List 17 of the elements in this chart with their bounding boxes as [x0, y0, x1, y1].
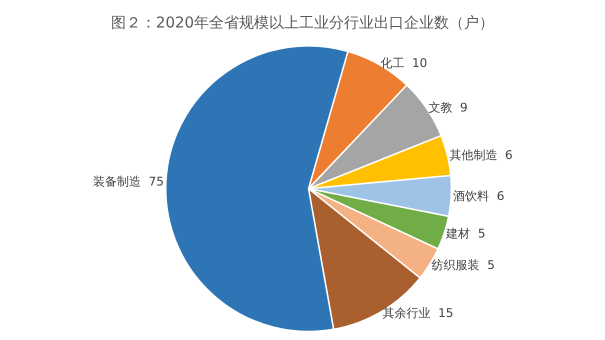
slice-label: 其他制造 — [449, 148, 498, 162]
data-label: 9 — [460, 100, 468, 114]
slice-label: 化工 — [380, 56, 404, 70]
data-label: 6 — [504, 148, 513, 162]
slice-label: 纺织服装 — [432, 258, 480, 272]
data-label: 15 — [438, 306, 454, 320]
slice-label: 建材 — [445, 226, 470, 241]
slice-label: 装备制造 — [93, 174, 142, 188]
data-label: 6 — [496, 189, 504, 204]
slice-label: 其余行业 — [382, 306, 431, 320]
data-label: 5 — [487, 258, 495, 272]
data-label: 5 — [478, 226, 486, 241]
slice-label: 文教 — [428, 100, 452, 114]
data-label: 75 — [148, 174, 164, 188]
data-label: 10 — [412, 56, 428, 70]
chart-title: 图２：2020年全省规模以上工业分行业出口企业数（户） — [110, 14, 494, 32]
slice-label: 酒饮料 — [453, 189, 490, 204]
